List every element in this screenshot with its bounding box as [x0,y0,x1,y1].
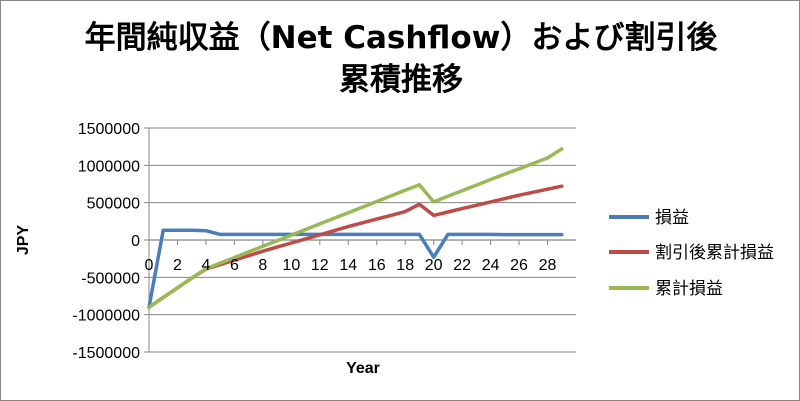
y-axis-ticks: -1500000 -1000000 -500000 0 500000 1000000 150… [72,121,149,362]
x-axis-ticks: 0 2 4 6 8 10 12 14 16 18 20 22 24 26 28 [145,240,557,274]
chart-title-line-1: 年間純収益（Net Cashflow）および割引後 [85,20,719,56]
x-tick-label-3: 6 [230,257,239,274]
y-tick-label-6: 1500000 [78,121,140,138]
x-tick-label-2: 4 [201,257,210,274]
chart-title-line-2: 累積推移 [339,62,463,98]
x-tick-label-12: 24 [482,257,500,274]
x-tick-label-1: 2 [173,257,182,274]
x-tick-label-10: 20 [425,257,443,274]
y-axis-title: JPY [15,225,32,256]
legend-label-0: 損益 [655,208,689,228]
y-tick-label-4: 500000 [87,196,140,213]
legend-label-1: 割引後累計損益 [655,243,774,263]
axes [148,128,576,352]
x-tick-label-8: 16 [368,257,386,274]
y-tick-label-5: 1000000 [78,158,140,175]
series-line-1 [147,184,564,309]
x-tick-label-5: 10 [282,257,300,274]
x-tick-label-7: 14 [339,257,357,274]
x-tick-label-14: 28 [539,257,557,274]
y-tick-label-2: -500000 [81,270,140,287]
x-axis-title: Year [346,360,380,377]
x-tick-label-11: 22 [453,257,471,274]
x-tick-label-4: 8 [258,257,267,274]
series-line-0 [147,228,564,309]
y-tick-label-3: 0 [131,233,140,250]
y-tick-label-1: -1000000 [72,308,140,325]
x-tick-label-9: 18 [396,257,414,274]
x-tick-label-13: 26 [510,257,528,274]
y-tick-label-0: -1500000 [72,345,140,362]
series-line-2 [147,147,564,309]
series-lines [147,147,564,309]
x-tick-label-6: 12 [311,257,329,274]
x-tick-label-0: 0 [145,257,154,274]
legend-label-2: 累計損益 [655,279,723,299]
